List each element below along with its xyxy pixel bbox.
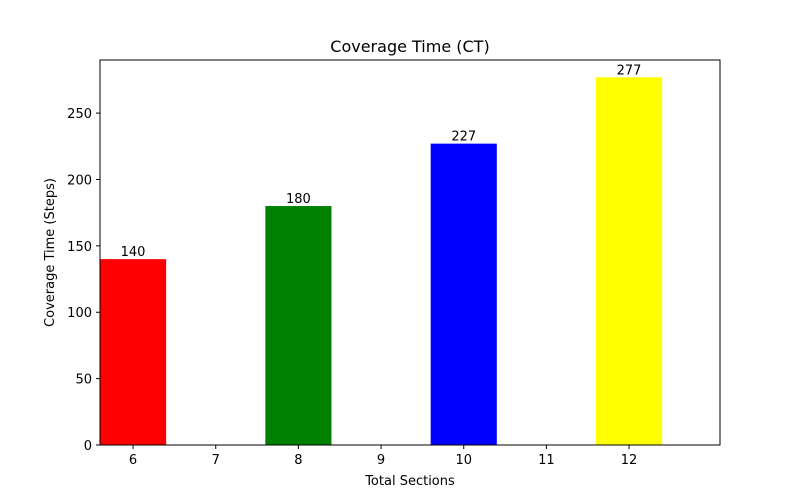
chart-title: Coverage Time (CT) — [330, 37, 489, 56]
y-tick-label-150: 150 — [67, 240, 92, 255]
x-tick-label-9: 9 — [377, 453, 385, 468]
x-tick-label-10: 10 — [455, 453, 472, 468]
x-tick-label-6: 6 — [129, 453, 137, 468]
bars-group — [100, 77, 663, 446]
y-axis-label: Coverage Time (Steps) — [43, 178, 58, 327]
data-labels-group: 140 180 227 277 — [121, 63, 642, 260]
x-tick-label-7: 7 — [212, 453, 220, 468]
x-tick-label-12: 12 — [621, 453, 638, 468]
y-tick-label-250: 250 — [67, 107, 92, 122]
data-label-6: 140 — [121, 245, 146, 260]
data-label-8: 180 — [286, 192, 311, 207]
bar-8 — [265, 206, 332, 445]
data-label-10: 227 — [451, 130, 476, 145]
bar-10 — [430, 143, 497, 445]
x-tick-label-8: 8 — [294, 453, 302, 468]
x-axis-label: Total Sections — [364, 474, 455, 489]
y-axis: 0 50 100 150 200 250 — [67, 107, 100, 454]
y-tick-label-0: 0 — [84, 439, 92, 454]
data-label-12: 277 — [617, 63, 642, 78]
y-tick-label-100: 100 — [67, 306, 92, 321]
bar-12 — [596, 77, 663, 446]
x-axis: 6 7 8 9 10 11 12 — [129, 445, 637, 468]
plot-frame — [99, 59, 721, 446]
y-tick-label-50: 50 — [75, 373, 92, 388]
y-tick-label-200: 200 — [67, 173, 92, 188]
bar-6 — [100, 259, 167, 445]
x-tick-label-11: 11 — [538, 453, 555, 468]
